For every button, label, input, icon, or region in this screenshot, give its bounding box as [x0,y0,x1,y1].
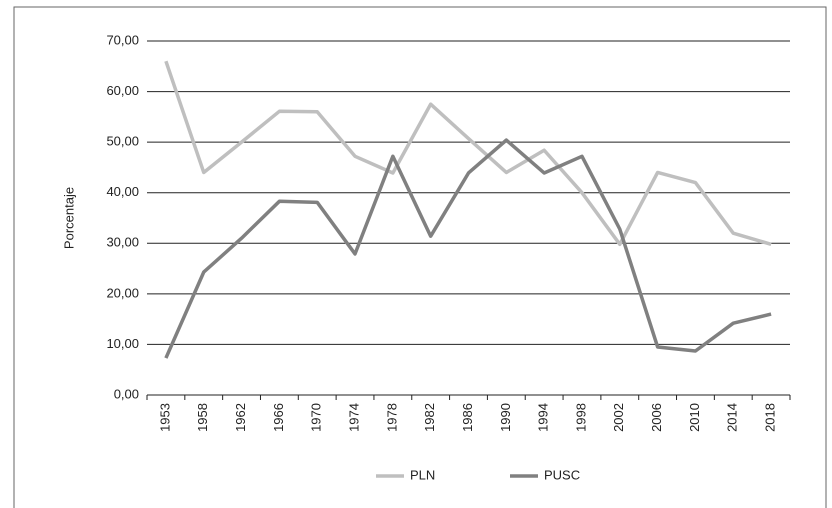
y-tick-label: 30,00 [106,235,139,250]
x-tick-label: 1962 [233,403,248,432]
x-tick-label: 1994 [536,403,551,432]
line-series [164,60,772,247]
y-tick-label: 10,00 [106,336,139,351]
y-tick-label: 20,00 [106,285,139,300]
x-tick-label: 1953 [157,403,172,432]
y-tick-label: 50,00 [106,134,139,149]
x-tick-label: 1978 [384,403,399,432]
x-tick-label: 1982 [422,403,437,432]
y-tick-label: 60,00 [106,83,139,98]
x-tick-label: 2006 [649,403,664,432]
y-axis-label: Porcentaje [61,187,76,249]
x-tick-label: 1990 [498,403,513,432]
x-tick-label: 1986 [460,403,475,432]
x-tick-label: 1958 [195,403,210,432]
x-tick-label: 2014 [725,403,740,432]
x-tick-label: 1966 [271,403,286,432]
chart-frame [13,6,827,508]
x-tick-label: 2018 [763,403,778,432]
legend-label: PUSC [544,467,580,482]
x-tick-label: 2010 [687,403,702,432]
x-tick-label: 1974 [346,403,361,432]
y-tick-label: 40,00 [106,184,139,199]
y-tick-label: 70,00 [106,32,139,47]
x-tick-label: 2002 [611,403,626,432]
line-series [164,138,772,359]
x-tick-label: 1970 [309,403,324,432]
x-tick-label: 1998 [573,403,588,432]
legend-label: PLN [410,467,435,482]
y-tick-label: 0,00 [114,386,139,401]
